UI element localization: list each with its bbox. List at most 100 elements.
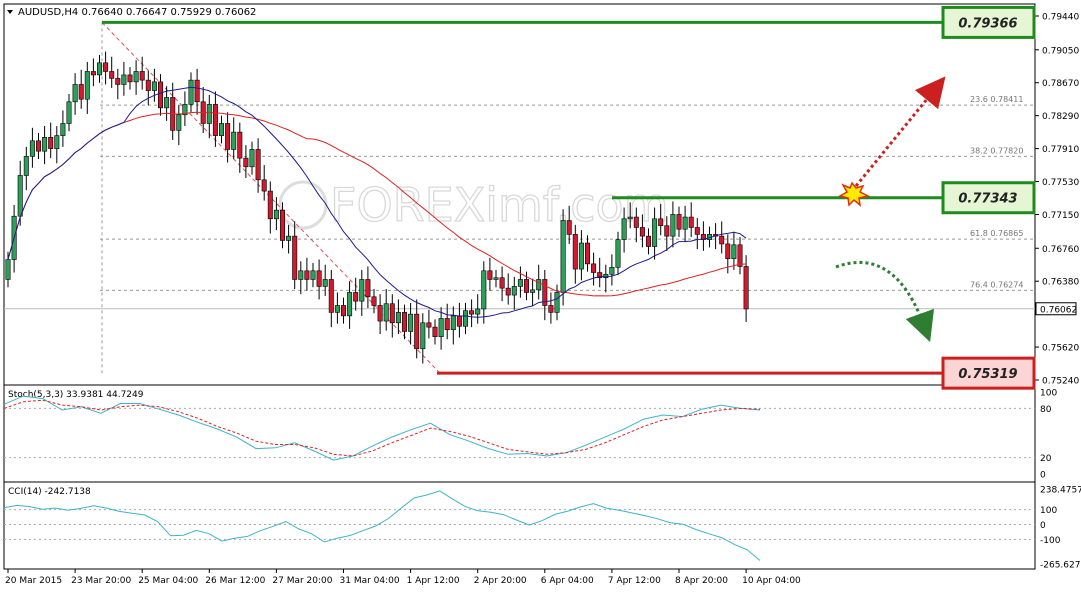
cci-tick-label: 100 [1040,506,1057,516]
bullish-candle [408,313,414,332]
bearish-candle [633,216,639,228]
bearish-candle [194,79,200,103]
bullish-candle [627,216,633,220]
watermark: FOREXimf.com [278,177,669,233]
bullish-candle [29,140,35,157]
key-level-box [941,181,1036,215]
bearish-candle [505,287,511,296]
bearish-candle [542,279,548,306]
bearish-candle [737,244,743,267]
stoch-tick-label: 20 [1040,454,1052,464]
price-tick-label: 0.78670 [1042,79,1079,89]
price-tick-label: 0.76380 [1042,278,1079,288]
price-tick-label: 0.79440 [1042,13,1079,23]
bearish-candle [243,157,249,168]
bullish-candle [23,156,29,176]
time-tick-label: 2 Apr 20:00 [474,576,527,586]
bullish-candle [383,303,389,322]
bearish-candle [145,79,151,91]
bearish-candle [548,305,554,313]
bearish-candle [426,322,432,328]
bullish-candle [395,312,401,324]
bearish-candle [127,74,133,83]
price-tick-label: 0.75620 [1042,344,1079,354]
bearish-candle [389,303,395,324]
bullish-candle [334,305,340,313]
bullish-candle [206,104,212,124]
bullish-projection-arrow [854,76,946,187]
fast-ma-line [7,86,747,318]
key-level-box [941,356,1036,390]
bullish-candle [151,81,157,91]
bearish-candle [584,242,590,265]
time-tick-label: 10 Apr 04:00 [742,576,801,586]
bearish-candle [48,137,54,149]
cci-tick-label: 238.4757 [1040,486,1081,496]
bearish-candle [664,225,670,237]
slow-ma-line [7,111,747,297]
bullish-candle [347,292,353,317]
bullish-candle [219,123,225,136]
bullish-candle [609,267,615,275]
bearish-candle [316,270,322,287]
bearish-candle [432,326,438,337]
bullish-candle [554,292,560,313]
bearish-candle [90,71,96,76]
bullish-candle [420,322,426,350]
bearish-candle [237,131,243,159]
bearish-candle [340,305,346,317]
bearish-candle [304,270,310,280]
bearish-candle [658,218,664,227]
bullish-candle [5,259,11,280]
bearish-candle [139,71,145,81]
cci-tick-label: -100 [1040,536,1061,546]
bearish-candle [725,243,731,259]
bearish-candle [158,81,164,109]
time-tick-label: 31 Mar 04:00 [340,576,400,586]
current-price-tag [1035,302,1077,316]
breakout-star-icon [838,181,871,207]
key-level-box [941,5,1036,39]
bearish-candle [694,227,700,235]
price-panel: 0.79440 0.79050 0.78670 0.78290 0.77910 0.775… [4,5,1079,390]
bullish-candle [60,123,66,136]
bullish-candle [462,310,468,327]
bullish-candle [450,315,456,331]
bearish-candle [401,312,407,332]
bearish-candle [566,220,572,235]
time-tick-label: 20 Mar 2015 [5,576,62,586]
bullish-candle [578,242,584,270]
bullish-candle [438,318,444,337]
bullish-candle [54,135,60,149]
bearish-candle [103,62,109,72]
bearish-candle [292,235,298,280]
time-tick-label: 1 Apr 12:00 [407,576,460,586]
bearish-candle [597,272,603,279]
bearish-candle [109,71,115,79]
bullish-candle [560,220,566,293]
bullish-candle [121,74,127,85]
time-tick-label: 6 Apr 04:00 [541,576,594,586]
bearish-projection-arrow [835,261,935,343]
cci-title: CCI(14) -242.7138 [8,487,91,497]
bullish-candle [176,114,182,131]
bearish-candle [267,190,273,220]
cci-line [3,490,761,561]
price-tick-label: 0.78290 [1042,112,1079,122]
chevron-down-icon[interactable] [7,10,13,14]
bearish-candle [212,104,218,136]
bearish-candle [469,310,475,315]
bullish-candle [249,149,255,168]
fib-level-label: 76.4 0.76274 [970,280,1023,289]
bullish-candle [97,62,103,76]
bullish-candle [615,239,621,268]
bearish-candle [719,235,725,245]
bearish-candle [78,84,84,100]
bearish-candle [523,279,529,293]
symbol-menu[interactable]: AUDUSD,H4 0.76640 0.76647 0.75929 0.7606… [7,7,256,18]
bearish-candle [261,179,267,192]
cci-panel: CCI(14) -242.7138 238.4757 100 0 -100 -265.62… [3,486,1081,571]
bullish-candle [475,308,481,315]
stoch-tick-label: 100 [1040,389,1057,399]
